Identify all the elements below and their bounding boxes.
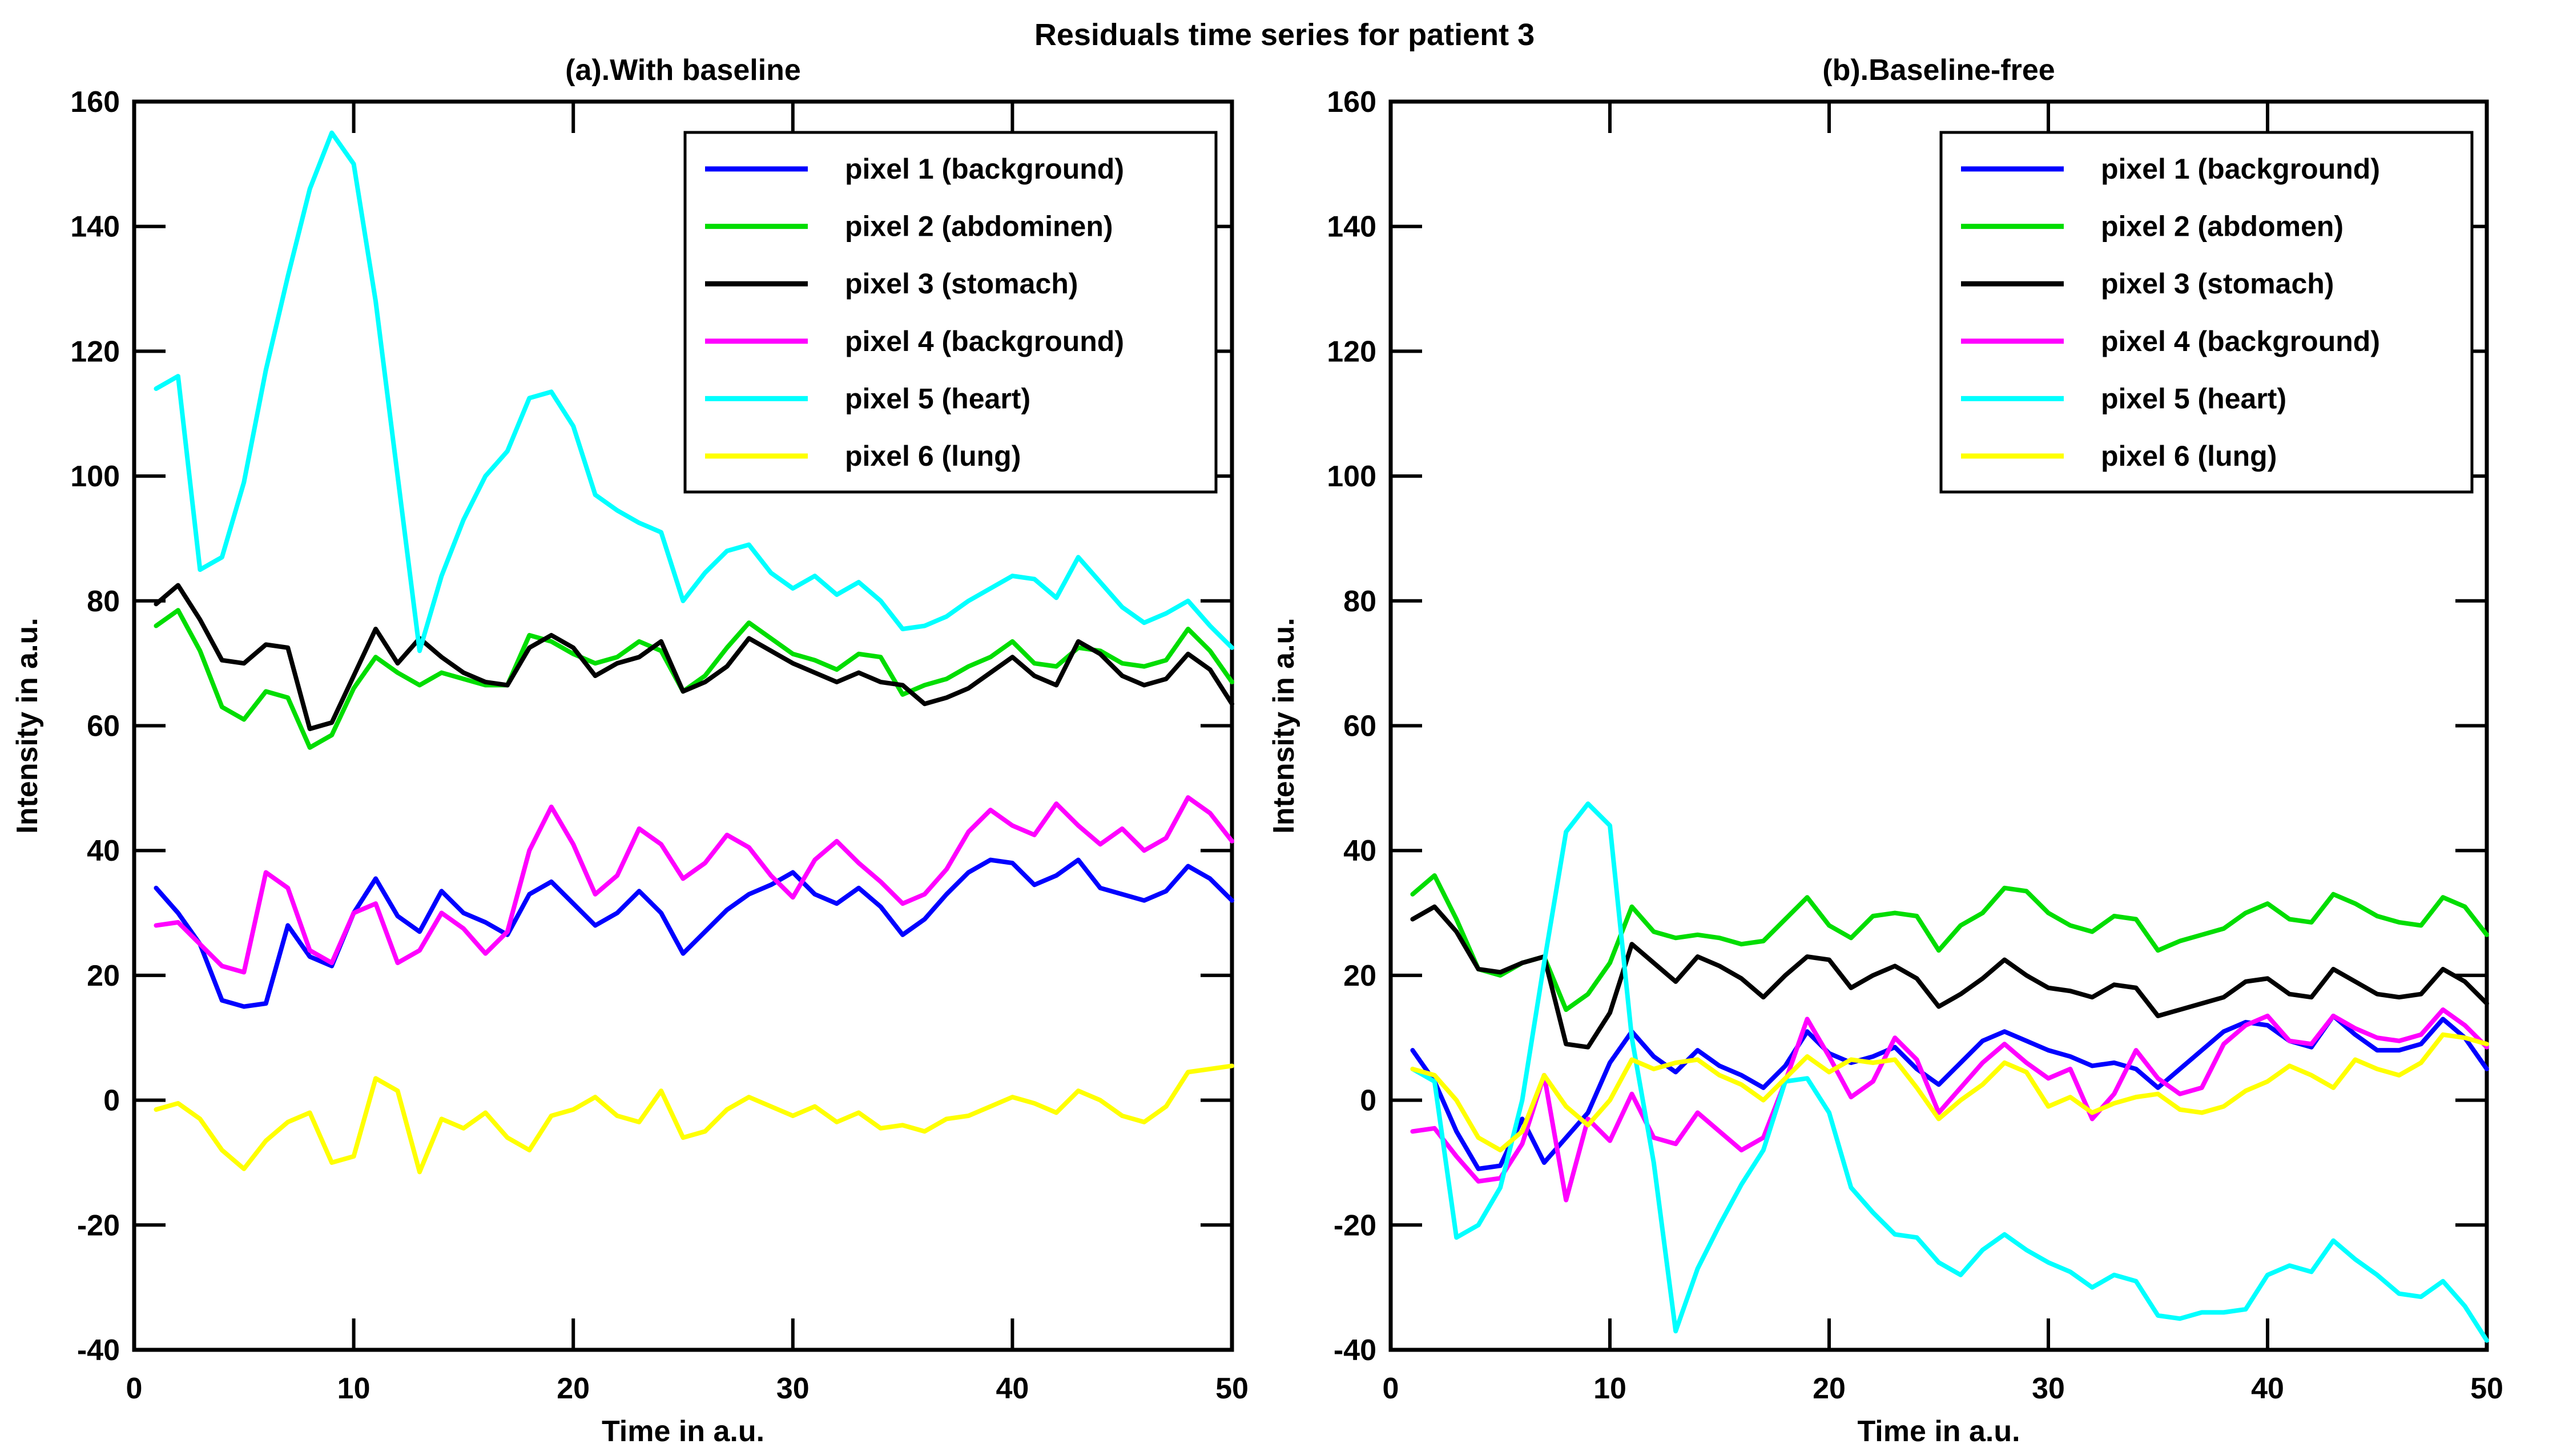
- legend-entry-label: pixel 1 (background): [2101, 153, 2380, 185]
- y-tick-label: 100: [1327, 460, 1376, 493]
- series-line-pixel-1-background: [154, 857, 1234, 1009]
- y-tick-label: 80: [1343, 585, 1376, 618]
- x-axis-label: Time in a.u.: [602, 1415, 764, 1448]
- legend-entry-label: pixel 2 (abdomen): [2101, 211, 2343, 243]
- y-axis-label: Intensity in a.u.: [1267, 618, 1300, 834]
- legend-entry-label: pixel 3 (stomach): [845, 268, 1078, 300]
- x-tick-label: 30: [776, 1372, 810, 1405]
- series-line-pixel-5-heart: [1410, 801, 2489, 1343]
- x-tick-label: 40: [996, 1372, 1029, 1405]
- x-tick-label: 40: [2251, 1372, 2284, 1405]
- series-line-pixel-2-abdominen: [154, 608, 1234, 750]
- x-tick-label: 30: [2032, 1372, 2065, 1405]
- x-tick-label: 50: [1215, 1372, 1249, 1405]
- x-tick-label: 10: [1593, 1372, 1626, 1405]
- legend-entry-label: pixel 4 (background): [845, 325, 1124, 357]
- y-tick-label: -20: [1334, 1209, 1376, 1242]
- legend-box: [1939, 131, 2474, 494]
- x-tick-label: 10: [337, 1372, 371, 1405]
- legend-entry-label: pixel 3 (stomach): [2101, 268, 2334, 300]
- legend-entry-label: pixel 2 (abdominen): [845, 211, 1113, 243]
- x-tick-label: 20: [1813, 1372, 1846, 1405]
- legend-box: [683, 131, 1218, 494]
- x-tick-label: 0: [1383, 1372, 1399, 1405]
- x-tick-label: 0: [126, 1372, 143, 1405]
- series-line-pixel-6-lung: [154, 1063, 1234, 1175]
- y-tick-label: 20: [87, 959, 120, 993]
- y-tick-label: 160: [70, 86, 120, 119]
- series-line-pixel-3-stomach: [1410, 904, 2489, 1050]
- legend-entry-label: pixel 6 (lung): [845, 440, 1021, 472]
- y-tick-label: 100: [70, 460, 120, 493]
- figure-title: Residuals time series for patient 3: [1034, 18, 1535, 52]
- subplot-a: (a).With baseline 0 10 20 30 40 50 -40 -20 0 20 40 6…: [11, 54, 1249, 1448]
- y-tick-label: -40: [77, 1334, 120, 1367]
- y-tick-label: -20: [77, 1209, 120, 1242]
- subplot-title: (b).Baseline-free: [1822, 54, 2055, 87]
- legend-entry-label: pixel 5 (heart): [2101, 382, 2286, 414]
- legend-entry-label: pixel 5 (heart): [845, 382, 1030, 414]
- y-tick-label: -40: [1334, 1334, 1376, 1367]
- y-tick-label: 0: [1360, 1084, 1376, 1118]
- series-line-pixel-1-background: [1410, 1013, 2489, 1171]
- series-line-pixel-4-background: [1410, 1007, 2489, 1203]
- x-tick-label: 20: [557, 1372, 590, 1405]
- y-tick-label: 140: [1327, 211, 1376, 244]
- y-tick-label: 40: [1343, 834, 1376, 868]
- y-tick-label: 160: [1327, 86, 1376, 119]
- series-line-pixel-4-background: [154, 795, 1234, 975]
- legend-entry-label: pixel 4 (background): [2101, 325, 2380, 357]
- series-line-pixel-3-stomach: [154, 583, 1234, 731]
- subplot-b: (b).Baseline-free 0 10 20 30 40 50 -40 -20 0 20 40 6…: [1267, 54, 2503, 1448]
- x-tick-label: 50: [2470, 1372, 2503, 1405]
- y-tick-label: 20: [1343, 959, 1376, 993]
- series-line-pixel-2-abdomen: [1410, 873, 2489, 1013]
- y-tick-label: 120: [70, 335, 120, 368]
- legend-entry-label: pixel 6 (lung): [2101, 440, 2277, 472]
- series-line-pixel-5-heart: [154, 130, 1234, 654]
- y-tick-label: 80: [87, 585, 120, 618]
- legend-entry-label: pixel 1 (background): [845, 153, 1124, 185]
- y-tick-label: 60: [87, 710, 120, 743]
- x-axis-label: Time in a.u.: [1857, 1415, 2020, 1448]
- y-tick-label: 140: [70, 211, 120, 244]
- y-tick-label: 40: [87, 834, 120, 868]
- series-line-pixel-6-lung: [1410, 1032, 2489, 1153]
- y-tick-label: 60: [1343, 710, 1376, 743]
- subplot-title: (a).With baseline: [565, 54, 801, 87]
- y-tick-label: 120: [1327, 335, 1376, 368]
- y-axis-label: Intensity in a.u.: [11, 618, 44, 834]
- y-tick-label: 0: [103, 1084, 120, 1118]
